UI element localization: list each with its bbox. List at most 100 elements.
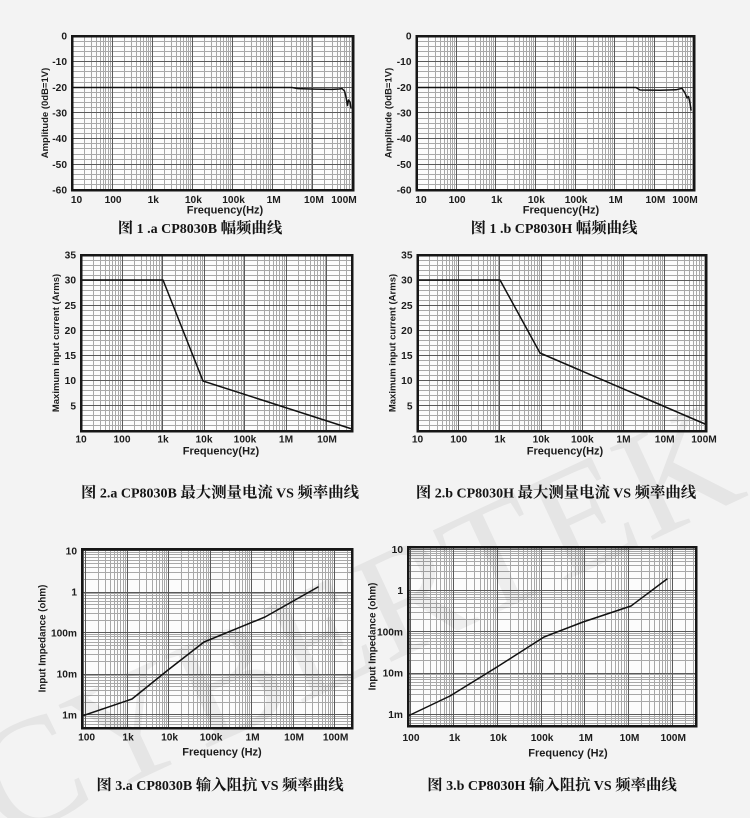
svg-text:10: 10 (412, 435, 424, 446)
svg-text:100k: 100k (200, 733, 223, 744)
svg-text:10: 10 (415, 195, 427, 206)
svg-text:30: 30 (65, 276, 77, 287)
svg-text:-40: -40 (52, 134, 67, 145)
svg-text:3.a CP8030B: 3.a CP8030B (112, 779, 196, 794)
svg-text:Frequency(Hz): Frequency(Hz) (187, 205, 264, 217)
svg-text:0: 0 (61, 32, 67, 43)
svg-text:-60: -60 (52, 186, 67, 197)
svg-text:100M: 100M (691, 435, 716, 446)
svg-text:10M: 10M (655, 435, 675, 446)
svg-text:-30: -30 (397, 109, 412, 120)
svg-text:1k: 1k (449, 733, 461, 744)
svg-text:100: 100 (403, 733, 420, 744)
svg-text:1m: 1m (62, 711, 77, 722)
svg-text:-30: -30 (52, 109, 67, 120)
svg-text:-50: -50 (52, 160, 67, 171)
svg-text:Amplitude (0dB=1V): Amplitude (0dB=1V) (384, 68, 395, 159)
svg-text:-20: -20 (52, 83, 67, 94)
svg-text:1: 1 (71, 588, 77, 599)
svg-text:100M: 100M (660, 733, 685, 744)
svg-text:10k: 10k (490, 733, 507, 744)
svg-text:1k: 1k (157, 435, 169, 446)
svg-text:100k: 100k (571, 435, 594, 446)
svg-text:1k: 1k (491, 195, 503, 206)
svg-text:10M: 10M (304, 195, 324, 206)
svg-text:1: 1 (397, 586, 403, 597)
svg-text:100m: 100m (377, 627, 403, 638)
svg-text:15: 15 (401, 351, 413, 362)
svg-text:VS: VS (591, 779, 616, 794)
svg-text:10M: 10M (284, 733, 304, 744)
svg-text:1 .a CP8030B: 1 .a CP8030B (133, 222, 221, 237)
svg-text:2.b CP8030H: 2.b CP8030H (431, 487, 517, 502)
svg-text:10k: 10k (161, 733, 178, 744)
svg-text:5: 5 (70, 401, 76, 412)
svg-text:25: 25 (401, 301, 413, 312)
svg-text:1M: 1M (279, 435, 293, 446)
svg-text:Maximum input current (Arms): Maximum input current (Arms) (388, 274, 399, 412)
svg-text:Input Impedance (ohm): Input Impedance (ohm) (38, 585, 49, 693)
svg-text:2.a CP8030B: 2.a CP8030B (96, 487, 180, 502)
svg-text:10m: 10m (57, 670, 77, 681)
svg-text:1m: 1m (388, 710, 403, 721)
svg-text:100: 100 (105, 195, 122, 206)
svg-text:10k: 10k (196, 435, 213, 446)
svg-text:Frequency(Hz): Frequency(Hz) (183, 446, 260, 458)
svg-text:35: 35 (65, 251, 77, 262)
svg-text:10M: 10M (620, 733, 640, 744)
svg-text:5: 5 (407, 401, 413, 412)
svg-text:1k: 1k (122, 733, 134, 744)
svg-text:20: 20 (401, 326, 413, 337)
svg-text:1k: 1k (494, 435, 506, 446)
svg-text:Maximum input current (Arms): Maximum input current (Arms) (51, 274, 62, 412)
svg-text:10: 10 (65, 376, 77, 387)
svg-text:Frequency(Hz): Frequency(Hz) (527, 446, 604, 458)
svg-text:1 .b CP8030H: 1 .b CP8030H (486, 222, 576, 237)
svg-text:Input Impedance (ohm): Input Impedance (ohm) (368, 583, 379, 691)
svg-text:10k: 10k (528, 195, 545, 206)
svg-text:Frequency (Hz): Frequency (Hz) (528, 748, 608, 760)
svg-text:100M: 100M (672, 195, 697, 206)
svg-text:100M: 100M (323, 733, 348, 744)
svg-text:10: 10 (66, 547, 78, 558)
svg-text:100: 100 (78, 733, 95, 744)
svg-text:1M: 1M (267, 195, 281, 206)
svg-text:25: 25 (65, 301, 77, 312)
svg-text:15: 15 (65, 351, 77, 362)
svg-text:Frequency(Hz): Frequency(Hz) (523, 205, 600, 217)
svg-text:VS: VS (610, 487, 635, 502)
svg-text:100k: 100k (565, 195, 588, 206)
svg-text:Frequency (Hz): Frequency (Hz) (182, 747, 262, 759)
svg-text:1M: 1M (609, 195, 623, 206)
svg-text:10M: 10M (645, 195, 665, 206)
svg-text:10k: 10k (185, 195, 202, 206)
svg-text:1k: 1k (148, 195, 160, 206)
svg-text:-40: -40 (397, 134, 412, 145)
svg-text:10k: 10k (533, 435, 550, 446)
svg-text:1M: 1M (246, 733, 260, 744)
svg-text:30: 30 (401, 276, 413, 287)
svg-text:-50: -50 (397, 160, 412, 171)
svg-text:100: 100 (449, 195, 466, 206)
svg-text:0: 0 (406, 32, 412, 43)
svg-text:1M: 1M (616, 435, 630, 446)
svg-text:100: 100 (450, 435, 467, 446)
svg-text:100k: 100k (531, 733, 554, 744)
svg-text:Amplitude (0dB=1V): Amplitude (0dB=1V) (40, 68, 51, 159)
svg-text:VS: VS (273, 487, 298, 502)
svg-text:100k: 100k (222, 195, 245, 206)
svg-text:3.b CP8030H: 3.b CP8030H (443, 779, 529, 794)
svg-text:-60: -60 (397, 186, 412, 197)
svg-text:-20: -20 (397, 83, 412, 94)
svg-text:-10: -10 (52, 57, 67, 68)
svg-text:100: 100 (114, 435, 131, 446)
svg-text:VS: VS (257, 779, 282, 794)
svg-text:1M: 1M (579, 733, 593, 744)
svg-text:10: 10 (71, 195, 83, 206)
svg-text:10m: 10m (383, 669, 403, 680)
svg-text:100m: 100m (51, 629, 77, 640)
svg-text:35: 35 (401, 251, 413, 262)
svg-text:10: 10 (392, 545, 404, 556)
svg-text:20: 20 (65, 326, 77, 337)
svg-text:10: 10 (401, 376, 413, 387)
